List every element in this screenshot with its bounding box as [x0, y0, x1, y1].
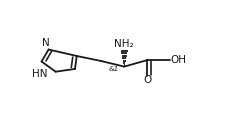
Text: O: O: [143, 75, 151, 85]
Text: NH₂: NH₂: [114, 39, 134, 48]
Text: &1: &1: [109, 66, 119, 72]
Text: OH: OH: [171, 55, 187, 65]
Text: HN: HN: [32, 69, 47, 79]
Text: N: N: [42, 38, 50, 48]
